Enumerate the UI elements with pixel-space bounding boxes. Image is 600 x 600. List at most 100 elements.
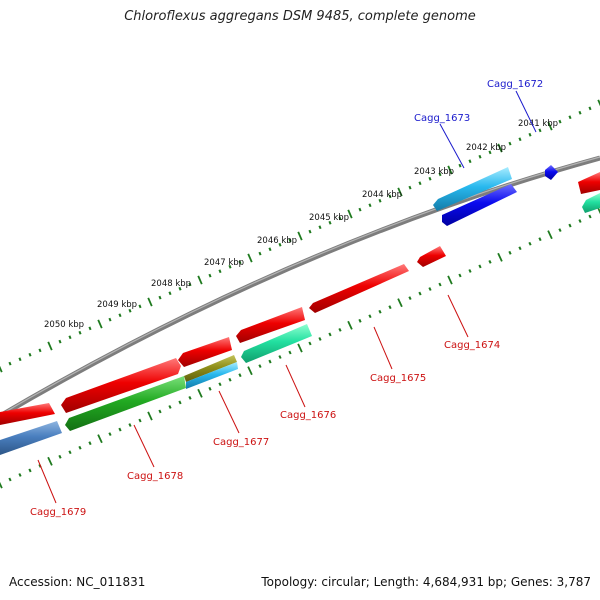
- ruler-minor-tick: [408, 296, 412, 301]
- ruler-minor-tick: [538, 237, 542, 242]
- ruler-minor-tick: [118, 313, 122, 318]
- ruler-minor-tick: [378, 309, 382, 314]
- gene-label-cagg-1676[interactable]: Cagg_1676: [280, 410, 336, 421]
- accession-text: Accession: NC_011831: [9, 575, 146, 589]
- forward-strand-genes: [0, 165, 600, 425]
- ruler-major-tick: [147, 411, 153, 421]
- ruler-major-tick: [447, 165, 453, 175]
- tick-label: 2044 kbp: [362, 190, 402, 200]
- gene-cagg-1677-forward[interactable]: [178, 337, 232, 367]
- ruler-minor-tick: [38, 348, 42, 353]
- ruler-major-tick: [197, 388, 203, 398]
- gene-cagg-1675-forward[interactable]: [309, 264, 409, 313]
- ruler-major-tick: [497, 143, 503, 153]
- ruler-minor-tick: [138, 418, 142, 423]
- ruler-minor-tick: [68, 335, 72, 340]
- gene-label-cagg-1679[interactable]: Cagg_1679: [30, 507, 86, 518]
- ruler-major-tick: [247, 366, 253, 376]
- ruler-major-tick: [0, 365, 3, 373]
- gene-offscreen-forward[interactable]: [578, 172, 600, 194]
- ruler-minor-tick: [338, 216, 342, 221]
- ruler-minor-tick: [488, 259, 492, 264]
- tick-label: 2046 kbp: [257, 236, 297, 246]
- ruler-tick-labels: 2041 kbp 2042 kbp 2043 kbp 2044 kbp 2045…: [44, 119, 558, 330]
- gene-cagg-1679-reverse[interactable]: [0, 421, 62, 455]
- ruler-minor-tick: [528, 241, 532, 246]
- gene-cagg-1677-reverse-b[interactable]: [186, 362, 238, 389]
- gene-label-cagg-1673[interactable]: Cagg_1673: [414, 113, 470, 124]
- gene-cagg-1673-forward[interactable]: [442, 184, 517, 226]
- map-title: Chloroflexus aggregans DSM 9485, complet…: [124, 9, 476, 24]
- ruler-minor-tick: [158, 409, 162, 414]
- ruler-minor-tick: [388, 305, 392, 310]
- connector-cagg-1673: [439, 123, 465, 169]
- ruler-minor-tick: [128, 423, 132, 427]
- ruler-minor-tick: [578, 110, 582, 115]
- gene-cagg-1672-forward[interactable]: [545, 165, 558, 180]
- gene-cagg-1673-reverse[interactable]: [433, 167, 512, 211]
- ruler-minor-tick: [78, 445, 82, 450]
- ruler-minor-tick: [478, 154, 482, 159]
- ruler-minor-tick: [158, 295, 162, 300]
- ruler-minor-tick: [238, 260, 242, 265]
- connector-cagg-1674: [447, 294, 469, 338]
- ruler-minor-tick: [188, 395, 192, 400]
- ruler-major-tick: [147, 297, 153, 307]
- tick-label: 2049 kbp: [97, 300, 137, 310]
- ruler-minor-tick: [418, 291, 422, 296]
- ruler-minor-tick: [458, 163, 462, 168]
- gene-cagg-1676-reverse[interactable]: [241, 324, 312, 363]
- ruler-minor-tick: [308, 341, 312, 346]
- ruler-minor-tick: [118, 427, 122, 432]
- ruler-minor-tick: [168, 291, 172, 296]
- ruler-minor-tick: [438, 172, 442, 177]
- gene-cagg-1678-reverse[interactable]: [65, 376, 186, 431]
- tick-label: 2048 kbp: [151, 279, 191, 289]
- gene-label-cagg-1678[interactable]: Cagg_1678: [127, 471, 183, 482]
- gene-cagg-1674-forward[interactable]: [417, 246, 446, 267]
- ruler-minor-tick: [328, 332, 332, 337]
- ruler-minor-tick: [368, 314, 372, 319]
- ruler-minor-tick: [588, 214, 592, 219]
- ruler-minor-tick: [8, 361, 12, 366]
- ruler-minor-tick: [358, 318, 362, 323]
- gene-cagg-1678-forward[interactable]: [61, 358, 181, 413]
- topology-text: Topology: circular; Length: 4,684,931 bp…: [261, 575, 591, 589]
- gene-offscreen-reverse[interactable]: [582, 193, 600, 213]
- gene-label-cagg-1672[interactable]: Cagg_1672: [487, 79, 543, 90]
- gene-cagg-1679-forward-part[interactable]: [0, 403, 55, 425]
- ruler-major-tick: [197, 275, 203, 285]
- gene-cagg-1677-reverse-a[interactable]: [184, 355, 237, 382]
- ruler-minor-tick: [358, 207, 362, 212]
- ruler-major-tick: [297, 231, 303, 241]
- gene-labels: Cagg_1672 Cagg_1673 Cagg_1674 Cagg_1675 …: [30, 79, 543, 518]
- inner-ruler: [0, 207, 600, 489]
- gene-cagg-1676-forward[interactable]: [236, 307, 305, 343]
- tick-label: 2045 kbp: [309, 213, 349, 223]
- ruler-minor-tick: [508, 250, 512, 255]
- gene-label-cagg-1675[interactable]: Cagg_1675: [370, 373, 426, 384]
- ruler-major-tick: [447, 275, 453, 285]
- ruler-minor-tick: [278, 355, 282, 359]
- ruler-minor-tick: [528, 132, 532, 137]
- ruler-minor-tick: [588, 106, 592, 111]
- ruler-minor-tick: [568, 223, 572, 228]
- backbone-circle: [0, 155, 600, 419]
- ruler-minor-tick: [108, 317, 112, 322]
- backbone-highlight: [0, 156, 600, 416]
- ruler-minor-tick: [188, 282, 192, 287]
- ruler-minor-tick: [178, 400, 182, 405]
- ruler-minor-tick: [468, 159, 472, 164]
- gene-label-cagg-1677[interactable]: Cagg_1677: [213, 437, 269, 448]
- ruler-minor-tick: [288, 350, 292, 355]
- ruler-minor-tick: [218, 382, 222, 387]
- ruler-minor-tick: [208, 386, 212, 391]
- ruler-minor-tick: [88, 326, 92, 331]
- ruler-major-tick: [547, 121, 553, 131]
- ruler-minor-tick: [308, 229, 312, 234]
- tick-label: 2041 kbp: [518, 119, 558, 129]
- ruler-major-tick: [397, 298, 403, 308]
- ruler-minor-tick: [438, 282, 442, 287]
- gene-label-cagg-1674[interactable]: Cagg_1674: [444, 340, 500, 351]
- ruler-major-tick: [47, 341, 53, 351]
